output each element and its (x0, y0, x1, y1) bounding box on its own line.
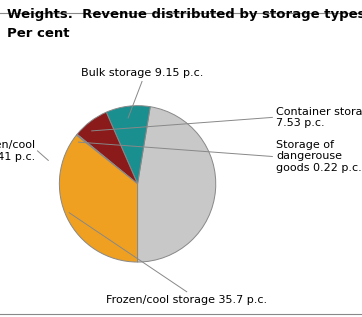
Wedge shape (59, 135, 138, 262)
Wedge shape (106, 106, 150, 184)
Text: Storage of
dangerouse
goods 0.22 p.c.: Storage of dangerouse goods 0.22 p.c. (276, 140, 362, 173)
Text: Frozen/cool
storage  47.41 p.c.: Frozen/cool storage 47.41 p.c. (0, 140, 36, 162)
Wedge shape (138, 107, 216, 262)
Text: Per cent: Per cent (7, 27, 70, 40)
Text: Container storage
7.53 p.c.: Container storage 7.53 p.c. (276, 107, 362, 128)
Wedge shape (76, 134, 138, 184)
Text: Bulk storage 9.15 p.c.: Bulk storage 9.15 p.c. (81, 68, 203, 78)
Text: Frozen/cool storage 35.7 p.c.: Frozen/cool storage 35.7 p.c. (106, 295, 267, 305)
Text: Weights.  Revenue distributed by storage types.: Weights. Revenue distributed by storage … (7, 8, 362, 21)
Wedge shape (77, 112, 138, 184)
